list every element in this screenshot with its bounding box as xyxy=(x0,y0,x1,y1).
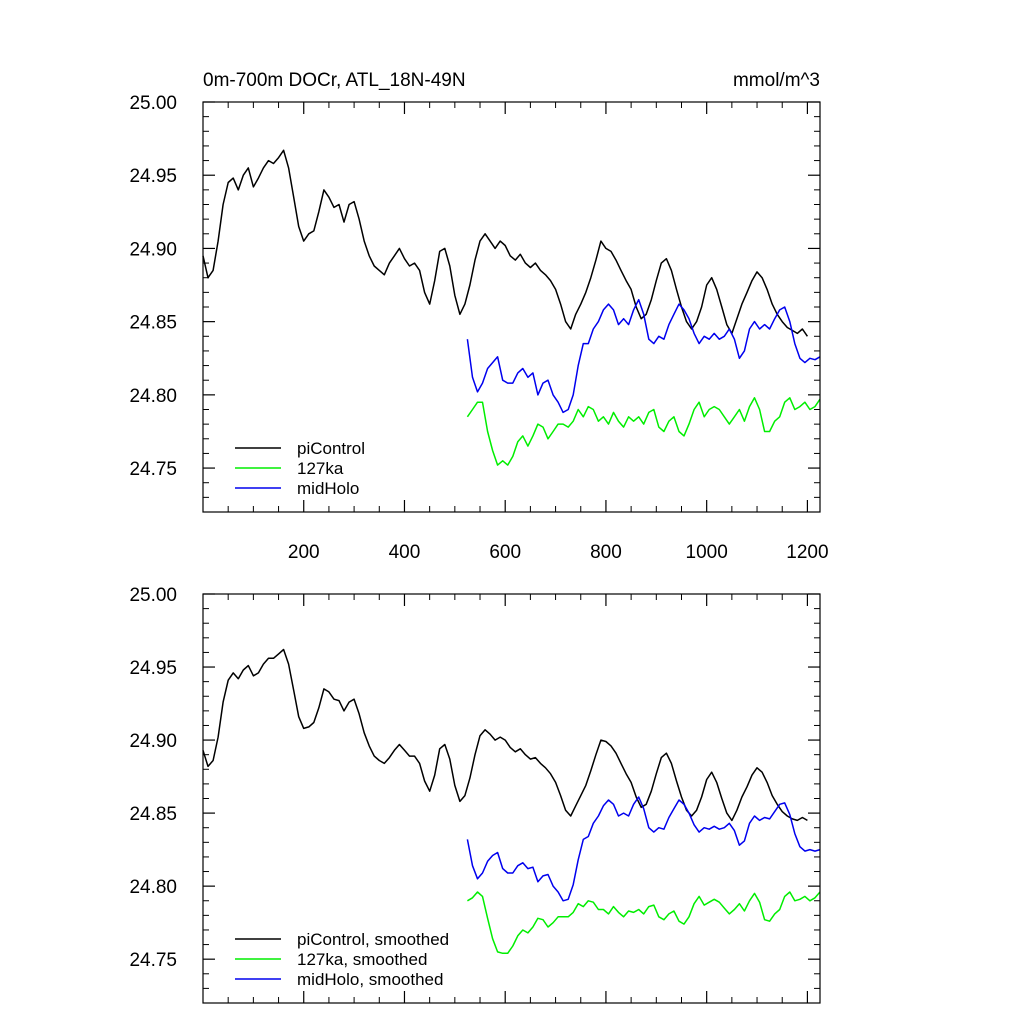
plot-frame xyxy=(202,593,821,1004)
top-panel-series xyxy=(202,149,821,466)
bottom-panel-series xyxy=(202,648,821,955)
legend-label-2: 127ka, smoothed xyxy=(297,950,427,969)
y-tick-label: 24.75 xyxy=(129,459,177,480)
y-tick-label: 24.75 xyxy=(129,950,177,971)
y-tick-label: 24.80 xyxy=(129,386,177,407)
x-tick-label: 200 xyxy=(288,542,320,563)
top-panel-axes: 200 400 600 800 1000 1200 24.75 24.80 24.85 24.90… xyxy=(129,93,828,563)
x-tick-label: 600 xyxy=(489,542,521,563)
x-tick-label: 1200 xyxy=(786,542,828,563)
series-line-3 xyxy=(466,796,821,902)
y-tick-label: 25.00 xyxy=(129,585,177,606)
legend-label-1: piControl xyxy=(297,439,365,458)
legend-label-2: 127ka xyxy=(297,459,344,478)
x-tick-label: 400 xyxy=(389,542,421,563)
y-tick-label: 24.80 xyxy=(129,877,177,898)
y-tick-label: 25.00 xyxy=(129,93,177,114)
series-line-2 xyxy=(466,397,821,466)
legend-label-3: midHolo xyxy=(297,479,359,498)
x-tick-label: 800 xyxy=(590,542,622,563)
y-tick-label: 24.90 xyxy=(129,731,177,752)
series-line-3 xyxy=(466,298,821,414)
bottom-panel: 24.75 24.80 24.85 24.90 24.95 25.00 piControl… xyxy=(129,585,821,1004)
series-line-2 xyxy=(467,891,821,955)
y-tick-label: 24.95 xyxy=(129,658,177,679)
top-panel: 200 400 600 800 1000 1200 24.75 24.80 24.85 24.90… xyxy=(129,93,828,563)
y-tick-label: 24.85 xyxy=(129,313,177,334)
series-line-1 xyxy=(202,149,809,337)
x-tick-label: 1000 xyxy=(686,542,728,563)
y-tick-label: 24.90 xyxy=(129,239,177,260)
legend-label-1: piControl, smoothed xyxy=(297,930,449,949)
units-label: mmol/m^3 xyxy=(733,70,820,91)
plot-frame xyxy=(202,101,821,513)
bottom-panel-axes: 24.75 24.80 24.85 24.90 24.95 25.00 xyxy=(129,585,821,1004)
series-line-1 xyxy=(202,648,808,822)
chart-title: 0m-700m DOCr, ATL_18N-49N xyxy=(203,70,466,91)
y-tick-label: 24.85 xyxy=(129,804,177,825)
legend-label-3: midHolo, smoothed xyxy=(297,970,443,989)
y-tick-label: 24.95 xyxy=(129,166,177,187)
